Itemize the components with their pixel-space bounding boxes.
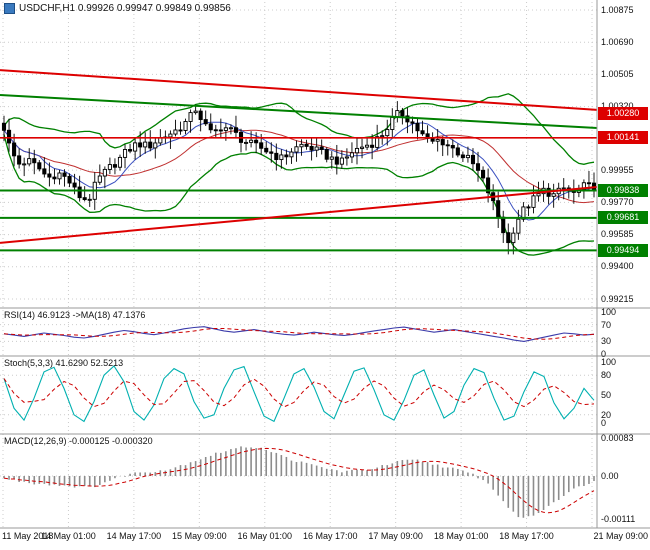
rsi-scale-label: 70	[601, 319, 612, 330]
stoch-scale-label: 100	[601, 357, 617, 367]
macd-indicator-label: MACD(12,26,9) -0.000125 -0.000320	[4, 436, 153, 446]
price-level-badge: 1.00280	[598, 107, 648, 121]
time-axis-label: 18 May 17:00	[499, 531, 554, 541]
stoch-plot	[3, 365, 595, 423]
chart-icon	[4, 3, 15, 14]
rsi-indicator-label: RSI(14) 46.9123 ->MA(18) 47.1376	[4, 310, 146, 320]
time-axis-label: 18 May 01:00	[433, 531, 489, 541]
symbol-quote-title: USDCHF,H1 0.99926 0.99947 0.99849 0.9985…	[19, 3, 231, 14]
time-axis-label: 14 May 17:00	[106, 531, 162, 541]
price-level-badge: 0.99681	[598, 211, 648, 225]
time-axis-label: 14 May 01:00	[41, 531, 96, 541]
time-axis-label: 15 May 09:00	[172, 531, 227, 541]
stoch-scale-label: 0	[601, 418, 607, 428]
price-tick-label: 1.00690	[601, 36, 634, 47]
level-lines	[0, 136, 597, 252]
price-tick-label: 1.00505	[601, 68, 634, 79]
chart-title-bar: USDCHF,H1 0.99926 0.99947 0.99849 0.9985…	[4, 3, 231, 14]
stoch-indicator-label: Stoch(5,3,3) 41.6290 52.5213	[4, 358, 124, 368]
price-level-badge: 0.99494	[598, 243, 648, 257]
stoch-scale-label: 20	[601, 409, 612, 420]
time-axis-label: 16 May 17:00	[302, 531, 358, 541]
rsi-scale-label: 0	[601, 349, 607, 359]
pane-separators	[0, 0, 650, 529]
rsi-scale-label: 30	[601, 336, 612, 347]
stoch-scale-label: 50	[601, 390, 612, 400]
macd-plot	[3, 446, 595, 518]
trend-lines	[0, 69, 598, 244]
time-axis-label: 21 May 09:00	[593, 531, 648, 541]
macd-scale-label: -0.00111	[601, 514, 636, 524]
rsi-scale-label: 100	[601, 307, 617, 317]
stoch-scale-label: 80	[601, 370, 612, 381]
macd-scale-label: 0.00083	[601, 433, 634, 443]
price-level-badge: 1.00141	[598, 131, 648, 145]
price-tick-label: 1.00875	[601, 4, 634, 15]
price-tick-label: 0.99955	[601, 164, 634, 175]
moving-averages	[3, 121, 595, 221]
price-tick-label: 0.99215	[601, 293, 634, 304]
macd-scale-label: 0.00	[601, 471, 619, 481]
price-level-badge: 0.99838	[598, 184, 648, 198]
grid-lines	[0, 2, 597, 527]
price-tick-label: 0.99770	[601, 196, 634, 207]
time-axis-label: 17 May 09:00	[368, 531, 423, 541]
time-axis-label: 11 May 2018	[2, 531, 54, 541]
price-tick-label: 0.99400	[601, 261, 634, 272]
candlesticks	[1, 101, 597, 255]
rsi-plot	[3, 326, 595, 342]
price-tick-label: 0.99585	[601, 229, 634, 240]
price-tick-label: 1.00320	[601, 101, 634, 111]
bollinger-bands	[3, 93, 595, 256]
time-axis-label: 16 May 01:00	[237, 531, 293, 541]
